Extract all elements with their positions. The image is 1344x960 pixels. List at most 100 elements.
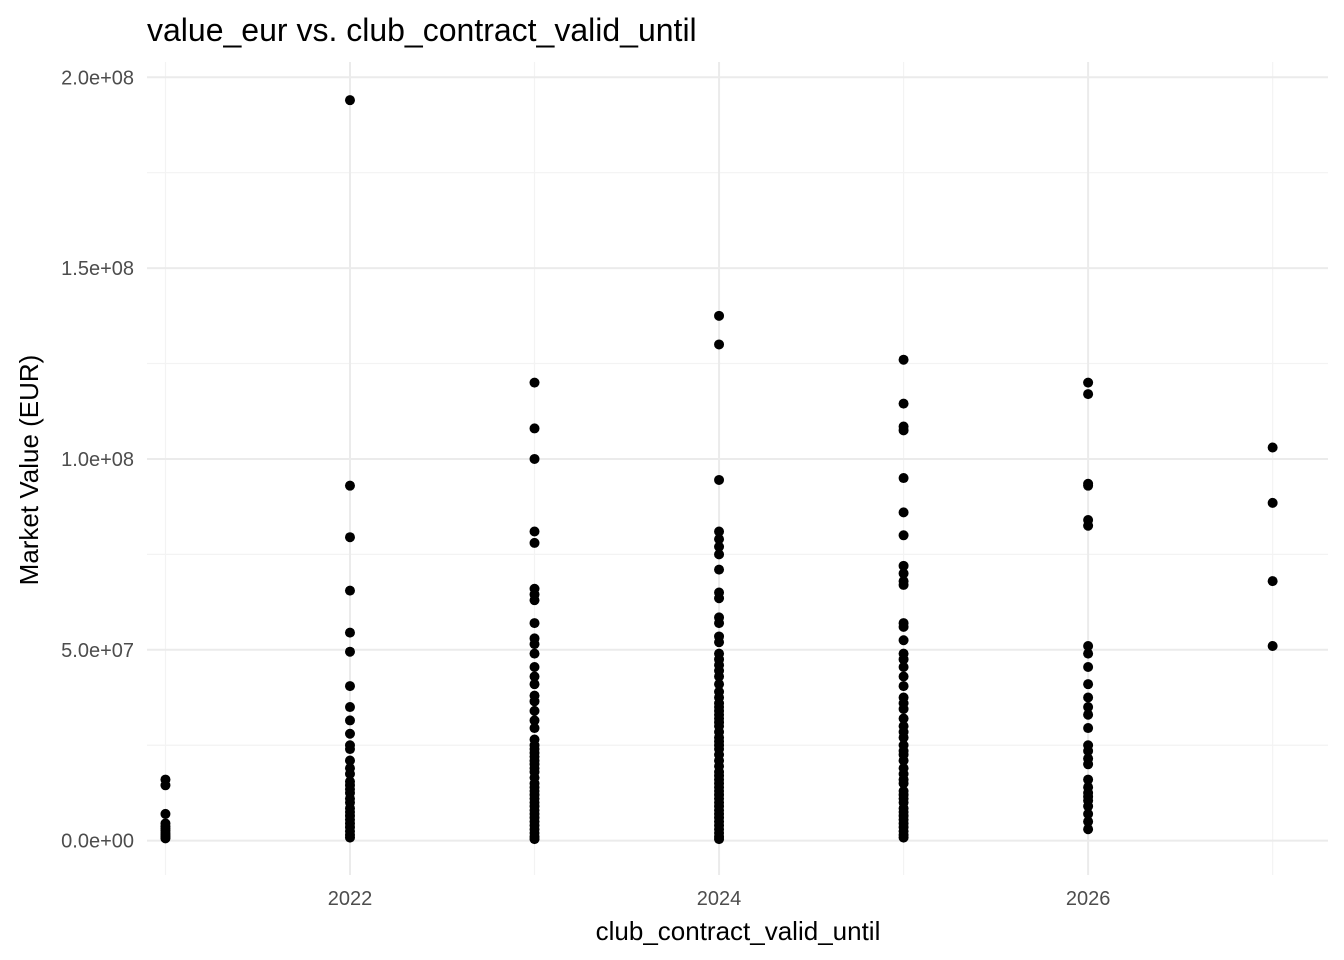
data-point (898, 671, 909, 682)
data-point (714, 549, 725, 560)
data-point (1083, 745, 1094, 756)
data-point (344, 715, 355, 726)
data-point (898, 778, 909, 789)
data-point (344, 728, 355, 739)
data-point (1083, 692, 1094, 703)
data-point (529, 526, 540, 537)
data-point (529, 723, 540, 734)
data-point (344, 702, 355, 713)
data-point (714, 593, 725, 604)
data-point (898, 654, 909, 665)
data-point (529, 595, 540, 606)
data-point (898, 579, 909, 590)
data-point (714, 474, 725, 485)
data-point (160, 780, 171, 791)
data-point (898, 568, 909, 579)
data-point (344, 832, 355, 843)
data-point (714, 637, 725, 648)
data-point (714, 541, 725, 552)
data-point (714, 310, 725, 321)
data-point (1083, 723, 1094, 734)
data-point (898, 713, 909, 724)
data-point (344, 585, 355, 596)
data-point (529, 537, 540, 548)
data-point (1083, 377, 1094, 388)
data-point (898, 425, 909, 436)
y-tick-label: 2.0e+08 (61, 67, 134, 89)
data-point (1267, 442, 1278, 453)
data-point (714, 671, 725, 682)
data-point (344, 95, 355, 106)
data-point (1083, 480, 1094, 491)
data-point (1083, 702, 1094, 713)
data-point (898, 398, 909, 409)
data-point (1083, 679, 1094, 690)
y-axis-title: Market Value (EUR) (14, 355, 44, 586)
data-point (898, 507, 909, 518)
data-point (1267, 640, 1278, 651)
data-point (529, 661, 540, 672)
data-point (344, 480, 355, 491)
y-tick-label: 1.5e+08 (61, 258, 134, 280)
data-point (1083, 801, 1094, 812)
data-point (344, 768, 355, 779)
data-point (898, 661, 909, 672)
data-point (1083, 389, 1094, 400)
data-point (529, 453, 540, 464)
data-point (529, 648, 540, 659)
data-point (714, 834, 725, 845)
data-point (344, 755, 355, 766)
data-point (714, 679, 725, 690)
data-point (529, 618, 540, 629)
data-point (529, 679, 540, 690)
data-point (898, 560, 909, 571)
data-point (529, 639, 540, 650)
data-point (1267, 576, 1278, 587)
tick-labels: 2022 2024 2026 0.0e+00 5.0e+07 1.0e+08 1.5e+08… (61, 67, 1110, 910)
data-point (1083, 816, 1094, 827)
y-tick-label: 1.0e+08 (61, 449, 134, 471)
data-point (160, 833, 171, 844)
data-points (160, 95, 1278, 845)
data-point (1083, 640, 1094, 651)
data-point (898, 354, 909, 365)
data-point (529, 696, 540, 707)
data-point (160, 808, 171, 819)
data-point (898, 832, 909, 843)
data-point (344, 646, 355, 657)
data-point (1083, 759, 1094, 770)
data-point (529, 705, 540, 716)
data-point (529, 715, 540, 726)
data-point (898, 473, 909, 484)
x-tick-label: 2024 (697, 888, 742, 910)
data-point (898, 681, 909, 692)
data-point (898, 621, 909, 632)
data-point (529, 377, 540, 388)
chart-title: value_eur vs. club_contract_valid_until (147, 12, 697, 48)
data-point (1083, 808, 1094, 819)
data-point (714, 526, 725, 537)
x-axis-title: club_contract_valid_until (596, 916, 881, 946)
major-gridlines (147, 62, 1328, 875)
data-point (529, 671, 540, 682)
data-point (714, 339, 725, 350)
data-point (1083, 520, 1094, 531)
y-tick-label: 5.0e+07 (61, 640, 134, 662)
x-tick-label: 2022 (328, 888, 373, 910)
y-tick-label: 0.0e+00 (61, 831, 134, 853)
data-point (898, 530, 909, 541)
data-point (714, 534, 725, 545)
data-point (898, 755, 909, 766)
data-point (1267, 497, 1278, 508)
data-point (898, 703, 909, 714)
data-point (714, 564, 725, 575)
data-point (1083, 661, 1094, 672)
x-tick-label: 2026 (1066, 888, 1111, 910)
data-point (344, 681, 355, 692)
data-point (1083, 709, 1094, 720)
data-point (898, 635, 909, 646)
data-point (714, 618, 725, 629)
data-point (1083, 648, 1094, 659)
data-point (344, 627, 355, 638)
